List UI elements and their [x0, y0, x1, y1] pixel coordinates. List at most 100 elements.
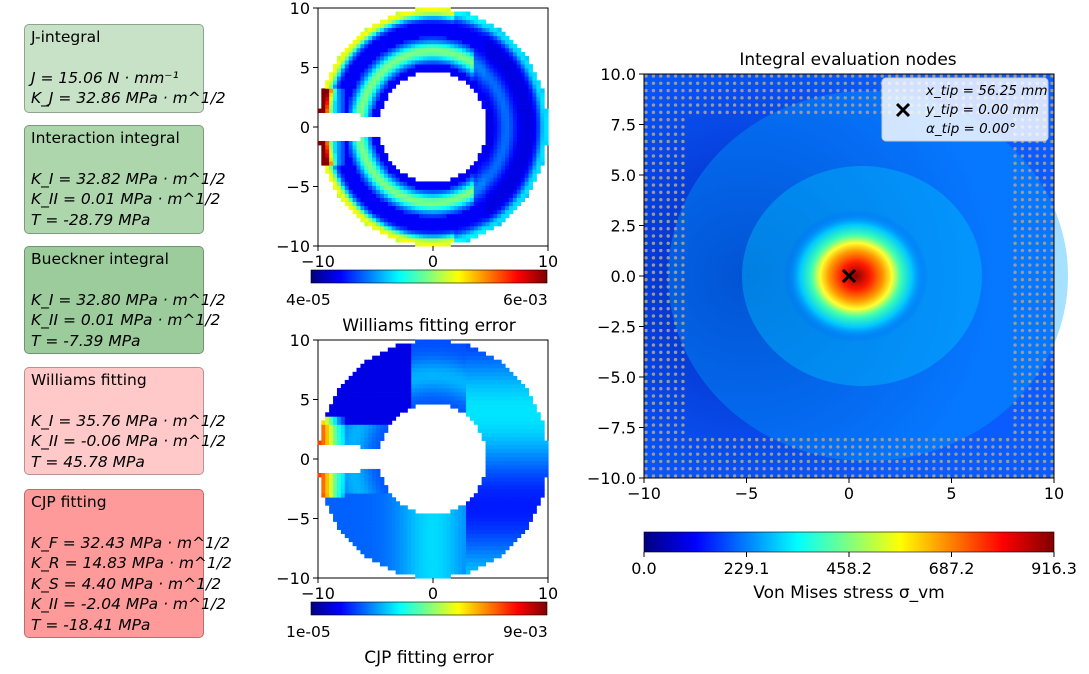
error-point	[399, 76, 404, 81]
error-point	[422, 7, 428, 12]
error-point	[469, 213, 475, 219]
error-point	[509, 452, 514, 458]
williams-colorbar-label: Williams fitting error	[342, 316, 515, 336]
error-point	[399, 509, 404, 514]
error-point	[477, 68, 483, 73]
error-point	[446, 193, 451, 198]
node-point	[651, 81, 656, 85]
error-point	[520, 448, 526, 454]
error-point	[469, 43, 475, 49]
node-point	[850, 103, 855, 107]
error-point	[344, 501, 350, 506]
node-point	[836, 110, 840, 115]
node-point	[917, 459, 921, 464]
error-point	[532, 444, 537, 450]
error-point	[368, 412, 373, 417]
error-point	[516, 505, 522, 510]
node-point	[651, 110, 656, 115]
error-point	[325, 477, 330, 482]
error-point	[348, 412, 354, 417]
error-point	[348, 509, 354, 514]
error-point	[462, 76, 467, 81]
error-point	[524, 165, 530, 170]
error-point	[512, 157, 518, 162]
error-point	[391, 371, 397, 377]
error-point	[532, 416, 537, 421]
node-point	[777, 437, 781, 442]
error-point	[387, 177, 393, 182]
error-point	[383, 47, 389, 53]
error-point	[399, 347, 404, 352]
error-point	[383, 428, 389, 433]
error-point	[415, 343, 420, 348]
error-point	[520, 460, 526, 466]
error-point	[509, 412, 514, 417]
error-point	[509, 485, 514, 490]
error-point	[516, 529, 522, 535]
error-point	[532, 92, 537, 97]
error-point	[458, 221, 463, 227]
error-point	[430, 197, 436, 203]
error-point	[497, 80, 502, 85]
error-point	[399, 47, 404, 53]
error-point	[458, 355, 463, 361]
node-point	[902, 452, 907, 456]
error-point	[485, 359, 490, 365]
error-point	[485, 100, 490, 105]
error-point	[485, 428, 490, 433]
error-point	[426, 19, 432, 25]
error-point	[376, 84, 381, 89]
error-point	[520, 525, 526, 530]
error-point	[395, 80, 401, 85]
error-point	[419, 213, 424, 219]
error-point	[407, 541, 412, 547]
node-point	[887, 452, 892, 456]
error-point	[536, 485, 541, 490]
error-point	[528, 145, 533, 150]
error-point	[344, 56, 350, 61]
node-point	[976, 474, 980, 478]
error-point	[360, 379, 365, 385]
error-point	[501, 436, 506, 441]
error-point	[512, 412, 518, 417]
error-point	[442, 549, 447, 555]
error-point	[465, 76, 471, 81]
node-point	[799, 96, 803, 100]
error-point	[442, 201, 447, 207]
error-point	[333, 80, 338, 85]
node-point	[651, 350, 656, 355]
error-point	[376, 31, 381, 37]
error-point	[333, 420, 338, 425]
error-point	[407, 343, 412, 348]
node-point	[644, 416, 648, 420]
error-point	[438, 201, 444, 207]
node-point	[747, 110, 752, 115]
node-point	[821, 110, 825, 115]
error-point	[450, 238, 455, 243]
error-point	[536, 140, 541, 146]
error-point	[372, 367, 377, 373]
node-point	[791, 445, 796, 449]
node-point	[806, 474, 811, 478]
node-point	[924, 445, 929, 449]
error-point	[481, 157, 487, 162]
error-point	[450, 557, 455, 563]
node-point	[858, 74, 862, 78]
error-point	[364, 39, 369, 45]
error-point	[473, 234, 479, 239]
error-point	[391, 379, 397, 385]
node-point	[946, 437, 951, 442]
error-point	[481, 383, 487, 389]
error-point	[329, 432, 334, 437]
error-point	[465, 404, 471, 409]
error-point	[360, 392, 365, 397]
error-point	[501, 104, 506, 109]
error-point	[446, 375, 451, 381]
error-point	[352, 60, 357, 65]
error-point	[430, 383, 436, 389]
error-point	[454, 209, 459, 215]
error-point	[520, 96, 526, 101]
node-point	[659, 357, 663, 362]
error-point	[434, 529, 440, 535]
